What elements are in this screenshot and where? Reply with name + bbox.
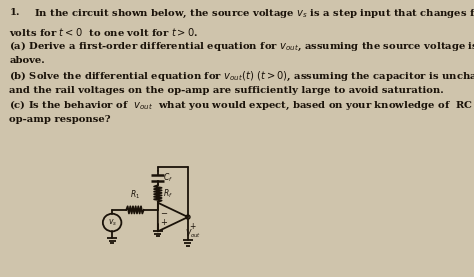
Text: $C_f$: $C_f$ (163, 171, 173, 184)
Text: (c) Is the behavior of  $v_{out}$  what you would expect, based on your knowledg: (c) Is the behavior of $v_{out}$ what yo… (9, 99, 474, 112)
Text: $+$: $+$ (189, 221, 196, 231)
Text: above.: above. (9, 56, 45, 65)
Text: (a) Derive a first-order differential equation for $v_{out}$, assuming the sourc: (a) Derive a first-order differential eq… (9, 40, 474, 53)
Text: volts for $t < 0$  to one volt for $t > 0$.: volts for $t < 0$ to one volt for $t > 0… (9, 26, 199, 38)
Text: $R_f$: $R_f$ (163, 187, 173, 200)
Text: $R_1$: $R_1$ (130, 188, 140, 201)
Text: and the rail voltages on the op-amp are sufficiently large to avoid saturation.: and the rail voltages on the op-amp are … (9, 86, 444, 94)
Text: $v_s$: $v_s$ (108, 217, 117, 228)
Text: op-amp response?: op-amp response? (9, 115, 111, 124)
Text: $+$: $+$ (160, 217, 168, 227)
Text: (b) Solve the differential equation for $v_{out}(t)$ $(t > 0)$, assuming the cap: (b) Solve the differential equation for … (9, 70, 474, 83)
Text: $V_{out}$: $V_{out}$ (185, 227, 201, 240)
Text: In the circuit shown below, the source voltage $v_s$ is a step input that change: In the circuit shown below, the source v… (34, 7, 474, 20)
Text: $-$: $-$ (160, 208, 168, 216)
Text: 1.: 1. (9, 7, 20, 17)
